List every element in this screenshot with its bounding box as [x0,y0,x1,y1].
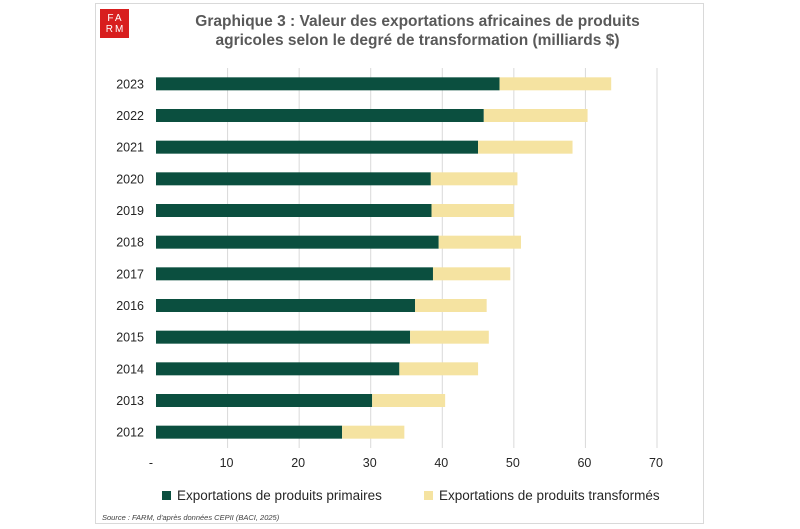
source-note: Source : FARM, d'après données CEPII (BA… [102,513,280,522]
chart-title: Graphique 3 : Valeur des exportations af… [140,12,695,50]
gridlines [227,68,658,448]
bar-2013-transformes [372,394,446,407]
bar-2016-transformes [415,299,487,312]
bar-2021-transformes [478,140,573,154]
y-tick-label-2020: 2020 [116,172,144,186]
bar-2020-transformes [430,172,518,186]
y-tick-label-2014: 2014 [116,362,144,376]
bar-2020-primaires [156,172,431,186]
legend-swatch-primaires [162,491,171,500]
bar-2015-primaires [156,330,411,344]
chart-title-line-1: Graphique 3 : Valeur des exportations af… [195,13,640,30]
y-tick-label-2018: 2018 [116,236,144,250]
legend-item-primaires: Exportations de produits primaires [162,488,382,503]
x-tick-label-30: 30 [363,456,377,470]
y-tick-label-2017: 2017 [116,267,144,281]
bar-2021-primaires [156,140,479,154]
x-tick-label-40: 40 [434,456,448,470]
bar-2018-primaires [156,235,439,249]
chart-title-line-2: agricoles selon le degré de transformati… [215,32,620,49]
logo-line-2: RM [105,23,126,35]
y-tick-label-2015: 2015 [116,331,144,345]
bar-2019-primaires [156,204,432,217]
x-tick-label-0: - [149,456,153,470]
bar-2022-transformes [483,109,588,122]
y-tick-label-2022: 2022 [116,109,144,123]
bar-2019-transformes [431,204,514,217]
legend-item-transformes: Exportations de produits transformés [424,488,660,503]
x-axis-labels: - 10 20 30 40 50 60 70 [149,456,663,470]
x-tick-label-10: 10 [220,456,234,470]
bar-2023-transformes [499,77,612,91]
farm-logo: FA RM [100,9,129,38]
bar-2014-transformes [399,362,479,376]
bar-2015-transformes [410,330,489,344]
legend-swatch-transformes [424,491,433,500]
x-tick-label-60: 60 [577,456,591,470]
legend-label-transformes: Exportations de produits transformés [439,488,660,503]
bar-2012-primaires [156,425,343,439]
bar-2016-primaires [156,299,416,312]
x-tick-label-20: 20 [291,456,305,470]
bar-2012-transformes [342,425,405,439]
bar-2013-primaires [156,394,373,407]
x-tick-label-70: 70 [649,456,663,470]
y-tick-label-2013: 2013 [116,394,144,408]
y-tick-label-2019: 2019 [116,204,144,218]
bar-2014-primaires [156,362,400,376]
y-axis-labels: 2023 2022 2021 2020 2019 2018 2017 2016 2015 2014… [116,77,144,439]
y-tick-label-2012: 2012 [116,426,144,440]
bar-2022-primaires [156,109,484,122]
y-tick-label-2016: 2016 [116,299,144,313]
logo-line-1: FA [107,12,124,24]
x-tick-label-50: 50 [506,456,520,470]
bar-2017-transformes [432,267,511,281]
y-tick-label-2021: 2021 [116,141,144,155]
bar-2023-primaires [156,77,500,91]
bar-2018-transformes [438,235,522,249]
y-tick-label-2023: 2023 [116,77,144,91]
legend-label-primaires: Exportations de produits primaires [177,488,382,503]
bars [156,77,612,439]
bar-2017-primaires [156,267,433,281]
